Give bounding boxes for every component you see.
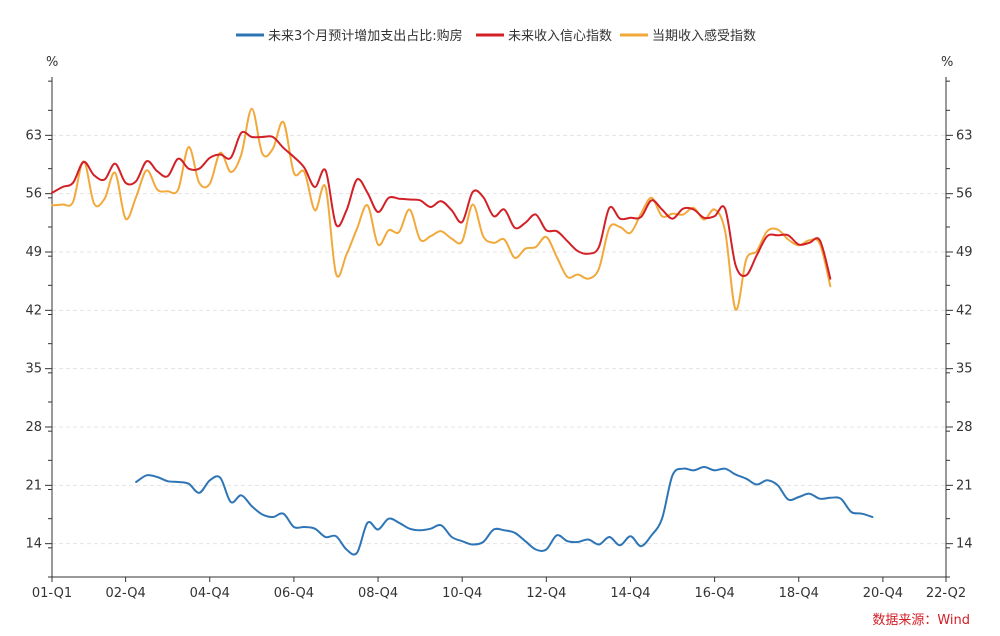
x-tick-label: 06-Q4: [274, 586, 314, 601]
y-left-ticks: 14 21 28 35 42 49 56 63: [25, 80, 52, 578]
y-left-tick-label: 21: [25, 478, 42, 493]
x-tick-label: 02-Q4: [106, 586, 146, 601]
legend-item-series-0[interactable]: 未来3个月预计增加支出占比:购房: [236, 28, 463, 44]
x-tick-label: 01-Q1: [32, 586, 72, 601]
x-tick-label: 20-Q4: [863, 586, 903, 601]
y-left-tick-label: 28: [25, 420, 42, 435]
series-line-2: [51, 107, 832, 311]
y-left-tick-label: 56: [25, 187, 42, 202]
y-right-tick-label: 49: [956, 245, 973, 260]
x-tick-label: 10-Q4: [442, 586, 482, 601]
gridlines: [52, 134, 946, 545]
y-right-tick-label: 14: [956, 537, 973, 552]
x-tick-label: 16-Q4: [695, 586, 735, 601]
x-tick-label: 22-Q2: [926, 586, 966, 601]
source-note: 数据来源：Wind: [872, 613, 970, 628]
series-layer: [51, 107, 874, 556]
y-right-tick-label: 21: [956, 478, 973, 493]
legend-item-series-2[interactable]: 当期收入感受指数: [620, 28, 756, 44]
legend-item-series-1[interactable]: 未来收入信心指数: [476, 29, 612, 44]
y-left-tick-label: 42: [25, 303, 42, 318]
y-right-tick-label: 28: [956, 420, 973, 435]
y-left-tick-label: 35: [25, 362, 42, 377]
x-ticks: 01-Q1 02-Q4 04-Q4 06-Q4 08-Q4 10-Q4 12-Q4 14-Q4…: [32, 577, 966, 601]
y-left-unit: %: [46, 55, 58, 70]
series-line-0: [135, 466, 874, 556]
legend-label-series-0: 未来3个月预计增加支出占比:购房: [268, 28, 463, 44]
x-tick-label: 12-Q4: [526, 586, 566, 601]
x-tick-label: 18-Q4: [779, 586, 819, 601]
y-right-tick-label: 35: [956, 362, 973, 377]
y-right-tick-label: 56: [956, 187, 973, 202]
legend-label-series-1: 未来收入信心指数: [508, 29, 612, 44]
x-tick-label: 14-Q4: [610, 586, 650, 601]
legend-label-series-2: 当期收入感受指数: [652, 28, 756, 44]
x-tick-label: 08-Q4: [358, 586, 398, 601]
y-right-ticks: 14 21 28 35 42 49 56 63: [946, 80, 973, 578]
y-right-tick-label: 63: [956, 128, 973, 143]
y-left-tick-label: 49: [25, 245, 42, 260]
y-right-unit: %: [941, 55, 953, 70]
x-tick-label: 04-Q4: [190, 586, 230, 601]
y-left-tick-label: 14: [25, 537, 42, 552]
y-left-tick-label: 63: [25, 128, 42, 143]
legend: 未来3个月预计增加支出占比:购房 未来收入信心指数 当期收入感受指数: [236, 28, 756, 44]
y-right-tick-label: 42: [956, 303, 973, 318]
series-line-1: [51, 130, 832, 280]
